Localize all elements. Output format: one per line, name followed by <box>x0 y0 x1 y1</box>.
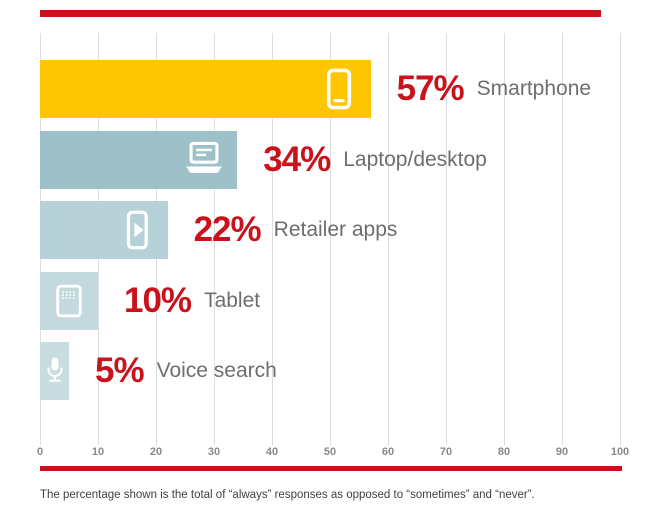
footnote: The percentage shown is the total of “al… <box>40 489 535 501</box>
value-label-retailer-apps: 22% <box>193 210 262 249</box>
x-tick-label-30: 30 <box>207 446 221 458</box>
x-tick-label-60: 60 <box>381 446 395 458</box>
bar-row-smartphone: 57% Smartphone <box>40 60 660 118</box>
x-tick-label-90: 90 <box>555 446 569 458</box>
value-label-smartphone: 57% <box>396 69 465 108</box>
x-axis: 0 10 20 30 40 50 60 70 80 90 100 <box>36 446 629 462</box>
laptop-icon <box>181 137 227 183</box>
x-tick-label-100: 100 <box>610 446 630 458</box>
category-label-voice-search: Voice search <box>156 359 277 382</box>
bottom-rule <box>40 466 622 471</box>
x-tick-label-70: 70 <box>439 446 453 458</box>
bar-tablet <box>40 271 98 330</box>
gridline-30 <box>214 33 215 445</box>
category-label-smartphone: Smartphone <box>476 77 592 100</box>
value-label-voice-search: 5% <box>95 351 145 390</box>
x-tick-label-20: 20 <box>149 446 163 458</box>
category-label-tablet: Tablet <box>204 288 261 312</box>
bar-row-voice-search: 5% Voice search <box>40 342 660 400</box>
gridline-100 <box>620 33 621 445</box>
retailer-apps-icon <box>116 209 158 251</box>
smartphone-icon <box>317 67 361 111</box>
bar-row-retailer-apps: 22% Retailer apps <box>40 201 660 259</box>
gridline-40 <box>272 33 273 445</box>
value-label-laptop-desktop: 34% <box>263 139 331 179</box>
gridline-90 <box>562 33 563 445</box>
bar-voice-search <box>40 342 69 400</box>
bar-retailer-apps <box>40 201 168 259</box>
top-rule <box>40 10 601 17</box>
bar-smartphone <box>40 60 371 118</box>
x-tick-label-80: 80 <box>497 446 511 458</box>
x-tick-label-50: 50 <box>323 446 337 458</box>
tablet-icon <box>50 282 88 320</box>
bar-laptop-desktop <box>40 130 238 189</box>
gridline-50 <box>330 33 331 445</box>
x-tick-label-40: 40 <box>265 446 279 458</box>
bar-row-laptop-desktop: 34% Laptop/desktop <box>40 130 660 189</box>
x-tick-label-10: 10 <box>91 446 105 458</box>
category-label-retailer-apps: Retailer apps <box>273 218 398 241</box>
x-tick-label-0: 0 <box>36 446 44 458</box>
chart-area: 57% Smartphone 34% Laptop/desktop 22% Retaile… <box>37 33 629 458</box>
gridline-60 <box>388 33 389 445</box>
bar-row-tablet: 10% Tablet <box>40 271 660 330</box>
gridline-70 <box>446 33 447 445</box>
value-label-tablet: 10% <box>124 280 192 320</box>
microphone-icon <box>39 355 71 387</box>
gridline-80 <box>504 33 505 445</box>
category-label-laptop-desktop: Laptop/desktop <box>343 147 487 171</box>
